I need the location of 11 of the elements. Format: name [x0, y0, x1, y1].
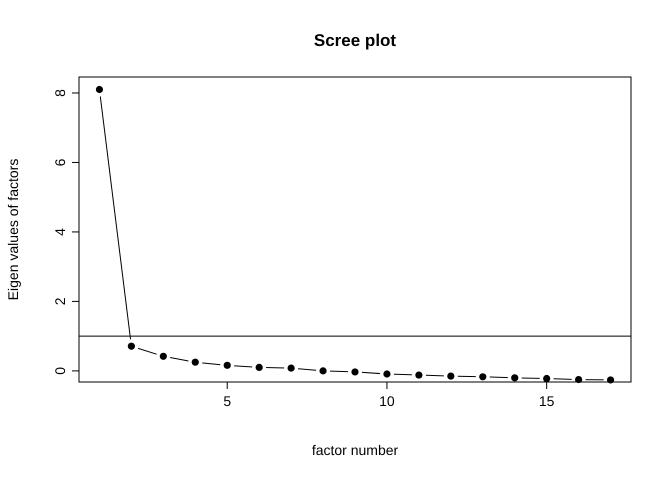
- y-tick-label: 0: [52, 366, 68, 375]
- x-tick-label: 5: [223, 393, 232, 409]
- y-tick-label: 6: [52, 158, 68, 166]
- y-tick-label: 4: [52, 228, 68, 236]
- y-tick-label: 8: [52, 88, 68, 97]
- y-tick-label: 2: [52, 297, 68, 306]
- x-tick-label: 10: [379, 393, 395, 409]
- y-axis-title: Eigen values of factors: [5, 158, 21, 300]
- x-tick-label: 15: [538, 393, 555, 409]
- chart-title: Scree plot: [314, 31, 396, 50]
- x-axis-title: factor number: [312, 442, 399, 458]
